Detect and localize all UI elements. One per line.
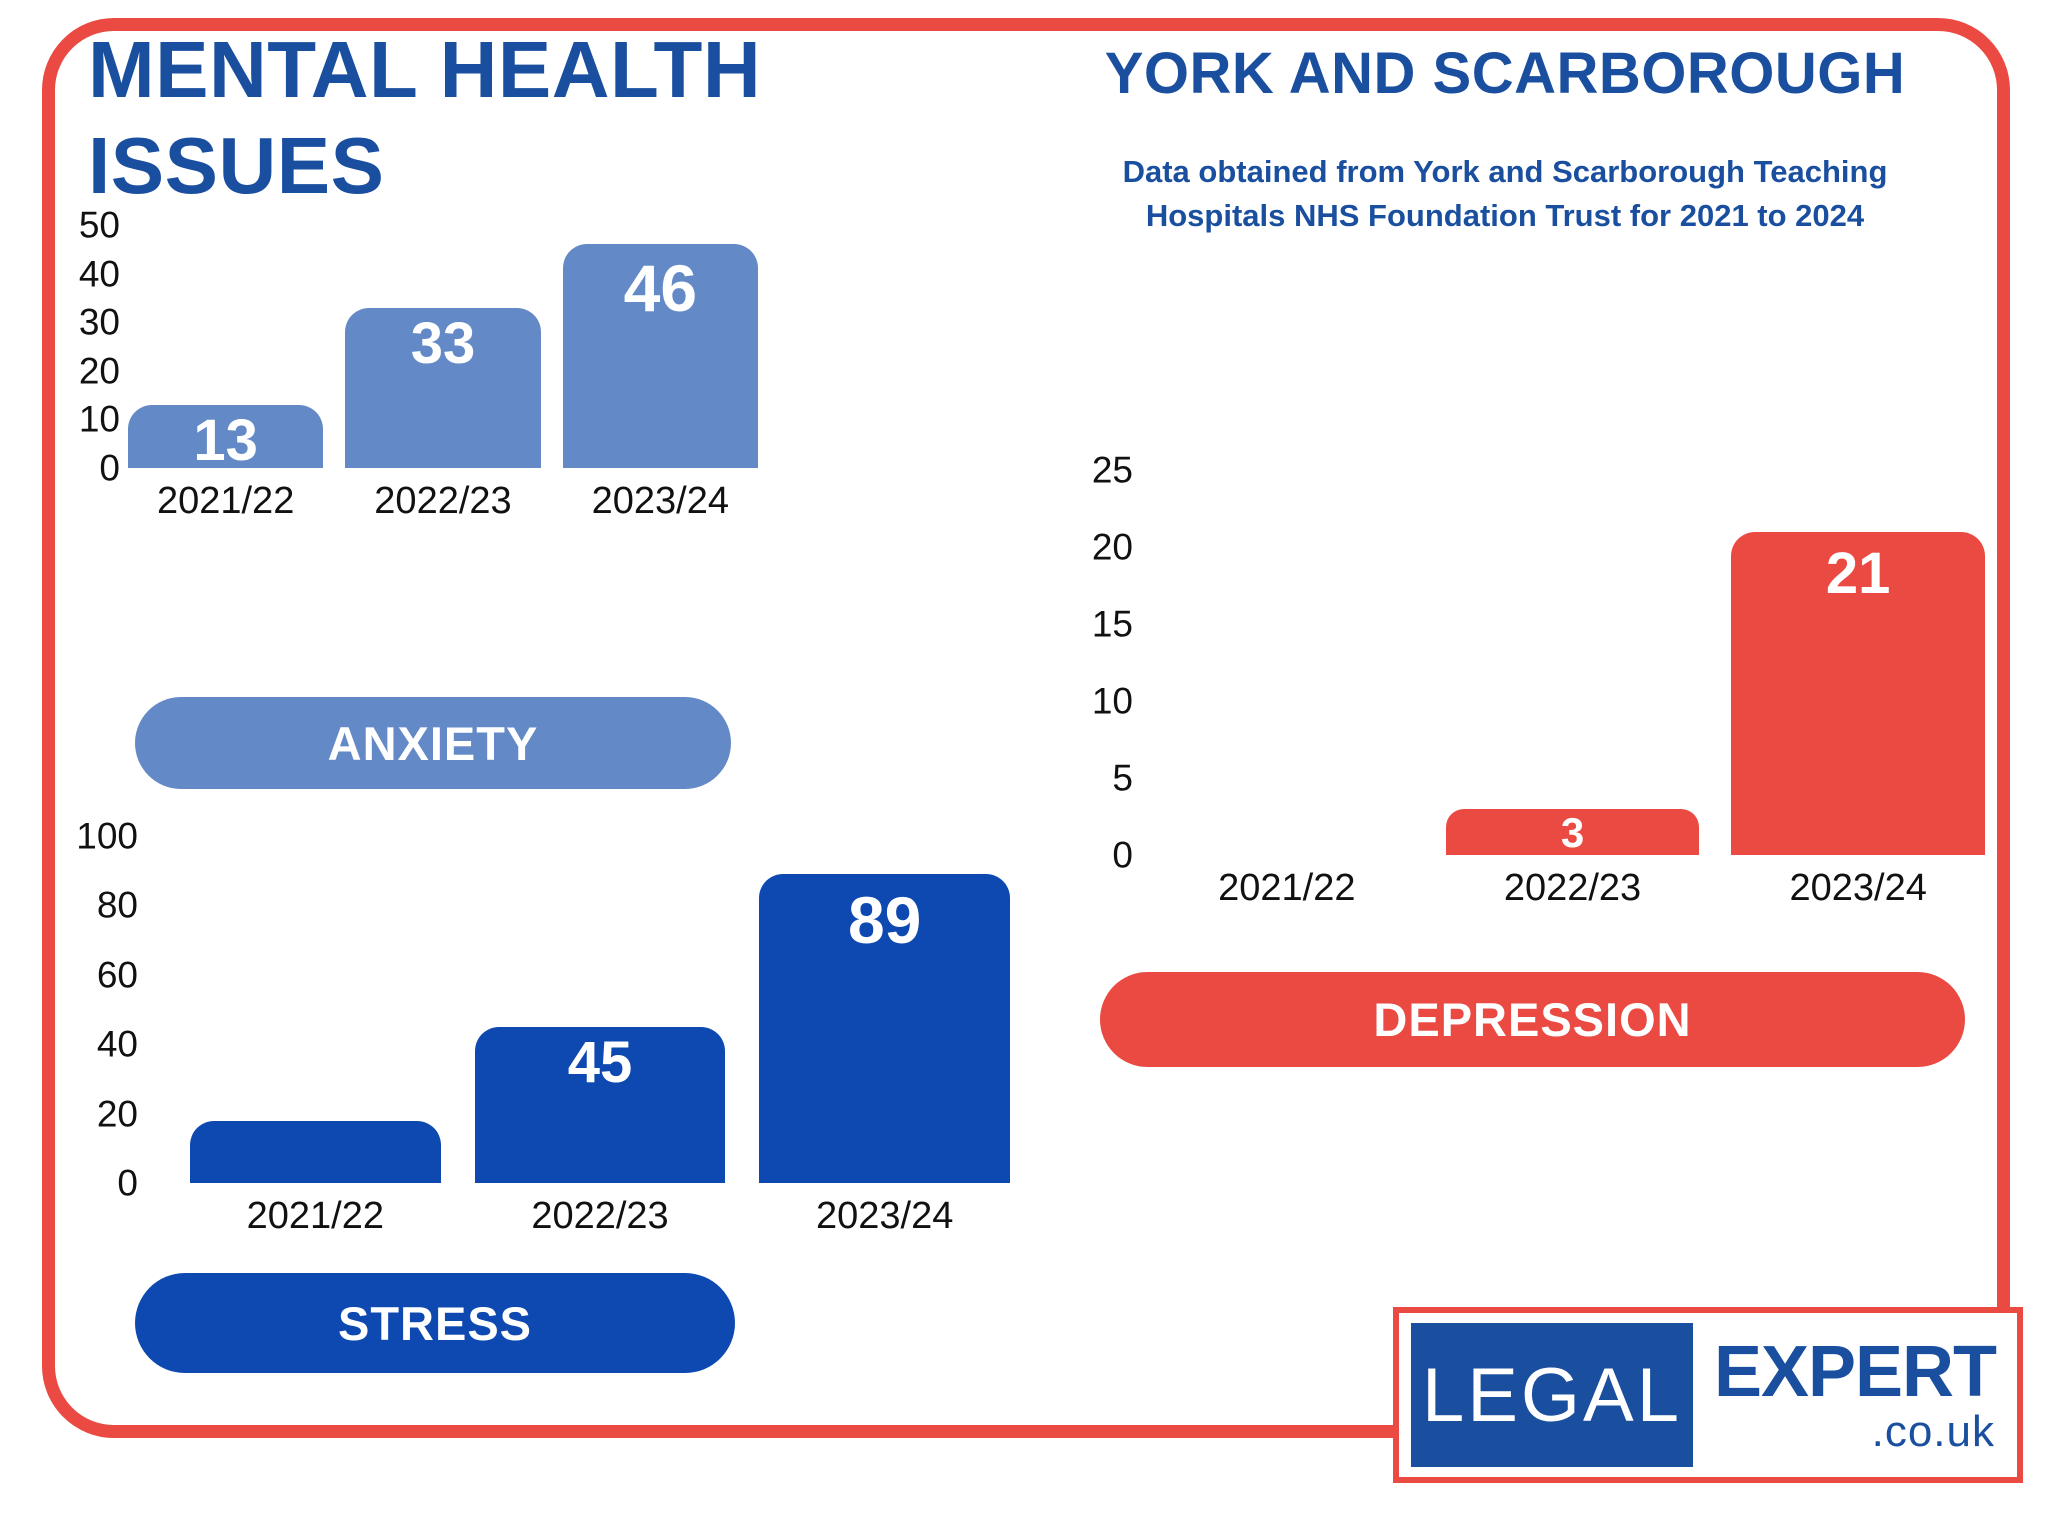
stress-bar-value-label: 89 xyxy=(847,883,922,958)
anxiety-bar-chart: 0 10 20 30 40 50 13 33 46 2021/22 2022/23 2023/24 xyxy=(70,207,760,535)
trust-title: YORK AND SCARBOROUGH xyxy=(1104,41,1906,106)
depression-bar-2023-24: 21 xyxy=(1731,531,1986,855)
stress-y-tick-40: 40 xyxy=(96,1023,138,1065)
stress-bar-2022-23: 45 xyxy=(474,1026,726,1183)
anxiety-x-tick-2023-24: 2023/24 xyxy=(591,480,729,522)
anxiety-bar-2022-23: 33 xyxy=(345,307,541,468)
anxiety-x-axis: 2021/22 2022/23 2023/24 xyxy=(128,480,758,523)
logo-right-block: EXPERT .co.uk xyxy=(1693,1336,2017,1454)
legal-expert-logo: LEGAL EXPERT .co.uk xyxy=(1393,1307,2023,1483)
anxiety-y-tick-50: 50 xyxy=(78,204,120,246)
stress-y-tick-100: 100 xyxy=(76,815,138,857)
depression-bar-slot xyxy=(1160,470,1414,855)
page-title-line2: ISSUES xyxy=(88,121,385,210)
depression-y-tick-10: 10 xyxy=(1091,680,1133,722)
depression-y-tick-15: 15 xyxy=(1091,603,1133,645)
stress-y-axis: 0 20 40 60 80 100 xyxy=(70,818,138,1202)
anxiety-bar-value-label: 46 xyxy=(623,251,698,326)
stress-bar-2023-24: 89 xyxy=(759,874,1011,1183)
stress-y-tick-0: 0 xyxy=(117,1162,138,1204)
logo-legal-wordmark: LEGAL xyxy=(1411,1323,1693,1467)
stress-x-tick-2022-23: 2022/23 xyxy=(531,1195,669,1237)
stress-plot-area: 45 89 xyxy=(190,836,1011,1183)
depression-y-tick-0: 0 xyxy=(1112,834,1133,876)
anxiety-y-tick-10: 10 xyxy=(78,398,120,440)
stress-y-tick-60: 60 xyxy=(96,954,138,996)
depression-x-axis: 2021/22 2022/23 2023/24 xyxy=(1160,867,1985,910)
logo-domain-text: .co.uk xyxy=(1871,1407,1995,1456)
depression-y-tick-20: 20 xyxy=(1091,526,1133,568)
anxiety-x-tick-2022-23: 2022/23 xyxy=(374,480,512,522)
stress-bar-chart: 0 20 40 60 80 100 45 89 2021/22 2022/23 2023/24 xyxy=(70,818,1011,1256)
stress-bar-slot: 89 xyxy=(759,836,1011,1183)
stress-bar-slot xyxy=(190,836,441,1183)
stress-y-tick-20: 20 xyxy=(96,1093,138,1135)
stress-x-axis: 2021/22 2022/23 2023/24 xyxy=(190,1195,1010,1238)
anxiety-bar-slot: 46 xyxy=(562,225,758,468)
anxiety-bar-value-label: 33 xyxy=(410,310,476,376)
logo-expert-wordmark: EXPERT xyxy=(1713,1332,1997,1412)
anxiety-plot-area: 13 33 46 xyxy=(128,225,758,471)
depression-y-tick-25: 25 xyxy=(1091,449,1133,491)
anxiety-category-pill: ANXIETY xyxy=(135,697,731,789)
anxiety-y-tick-0: 0 xyxy=(99,447,120,489)
stress-x-tick-2021-22: 2021/22 xyxy=(246,1195,385,1237)
anxiety-y-tick-20: 20 xyxy=(78,350,120,392)
stress-x-tick-2023-24: 2023/24 xyxy=(815,1195,954,1237)
depression-x-tick-2021-22: 2021/22 xyxy=(1218,867,1356,909)
depression-y-axis: 0 5 10 15 20 25 xyxy=(1065,452,1133,874)
stress-bar-2021-22 xyxy=(190,1120,441,1183)
depression-bar-slot: 3 xyxy=(1445,470,1700,856)
anxiety-y-tick-30: 30 xyxy=(78,301,120,343)
anxiety-bar-2023-24: 46 xyxy=(562,244,758,468)
stress-bar-value-label: 45 xyxy=(567,1029,633,1095)
depression-bar-chart: 0 5 10 15 20 25 3 21 2021/22 2022/23 2023/24 xyxy=(1065,452,1986,930)
depression-x-tick-2023-24: 2023/24 xyxy=(1789,867,1927,909)
anxiety-bar-value-label: 13 xyxy=(193,407,258,473)
anxiety-y-axis: 0 10 20 30 40 50 xyxy=(70,207,120,487)
stress-category-pill: STRESS xyxy=(135,1273,735,1373)
anxiety-x-tick-2021-22: 2021/22 xyxy=(156,480,295,522)
page-title: MENTAL HEALTH ISSUES xyxy=(88,22,761,214)
page-title-line1: MENTAL HEALTH xyxy=(88,25,762,114)
data-source-subtitle: Data obtained from York and Scarborough … xyxy=(1122,154,1888,234)
depression-bar-2022-23: 3 xyxy=(1445,808,1700,856)
depression-bar-value-label: 21 xyxy=(1825,540,1891,606)
anxiety-bar-slot: 13 xyxy=(128,225,324,471)
stress-y-tick-80: 80 xyxy=(96,884,138,926)
depression-bar-value-label: 3 xyxy=(1560,808,1585,856)
depression-plot-area: 3 21 xyxy=(1160,470,1986,856)
depression-y-tick-5: 5 xyxy=(1112,757,1133,799)
stress-bar-slot: 45 xyxy=(474,836,726,1183)
depression-category-pill: DEPRESSION xyxy=(1100,972,1965,1067)
depression-bar-slot: 21 xyxy=(1731,470,1986,855)
anxiety-bar-2021-22: 13 xyxy=(128,404,324,471)
anxiety-y-tick-40: 40 xyxy=(78,253,120,295)
depression-x-tick-2022-23: 2022/23 xyxy=(1503,867,1642,909)
anxiety-bar-slot: 33 xyxy=(345,225,541,468)
